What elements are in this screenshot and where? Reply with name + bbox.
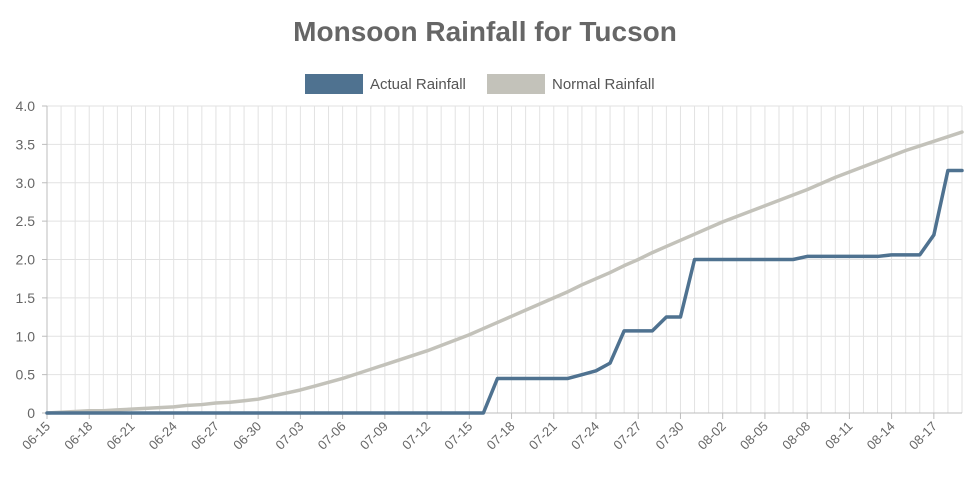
x-tick-label: 06-24 bbox=[146, 419, 180, 453]
y-tick-label: 1.5 bbox=[16, 290, 36, 306]
y-tick-label: 0.5 bbox=[16, 367, 36, 383]
y-tick-label: 4.0 bbox=[16, 98, 36, 114]
x-tick-label: 08-02 bbox=[695, 419, 729, 453]
y-tick-label: 3.5 bbox=[16, 136, 36, 152]
y-tick-label: 3.0 bbox=[16, 175, 36, 191]
chart-title: Monsoon Rainfall for Tucson bbox=[293, 16, 677, 47]
x-tick-label: 07-12 bbox=[399, 419, 433, 453]
x-tick-label: 08-14 bbox=[864, 419, 898, 453]
x-tick-label: 07-24 bbox=[568, 419, 602, 453]
grid bbox=[46, 105, 963, 414]
y-tick-label: 1.0 bbox=[16, 328, 36, 344]
y-tick-label: 2.0 bbox=[16, 252, 36, 268]
x-tick-label: 06-30 bbox=[230, 419, 264, 453]
x-tick-label: 07-27 bbox=[610, 419, 644, 453]
x-tick-label: 07-21 bbox=[526, 419, 560, 453]
x-tick-label: 07-09 bbox=[357, 419, 391, 453]
legend-normal-label: Normal Rainfall bbox=[552, 76, 655, 93]
y-tick-label: 2.5 bbox=[16, 213, 36, 229]
x-tick-label: 08-17 bbox=[906, 419, 940, 453]
x-tick-label: 08-08 bbox=[779, 419, 813, 453]
x-tick-label: 07-30 bbox=[652, 419, 686, 453]
x-tick-label: 06-15 bbox=[19, 419, 53, 453]
legend-normal-item[interactable]: Normal Rainfall bbox=[487, 74, 655, 94]
x-tick-label: 08-11 bbox=[822, 419, 855, 452]
legend-actual-swatch bbox=[305, 74, 363, 94]
x-tick-label: 06-27 bbox=[188, 419, 222, 453]
y-tick-label: 0 bbox=[27, 405, 35, 421]
legend: Actual Rainfall Normal Rainfall bbox=[305, 74, 655, 94]
legend-actual-label: Actual Rainfall bbox=[370, 76, 466, 93]
x-tick-label: 07-03 bbox=[272, 419, 306, 453]
x-tick-label: 07-06 bbox=[315, 419, 349, 453]
legend-normal-swatch bbox=[487, 74, 545, 94]
x-tick-label: 06-18 bbox=[61, 419, 95, 453]
x-tick-label: 06-21 bbox=[103, 419, 137, 453]
x-tick-label: 07-15 bbox=[441, 419, 475, 453]
normal-rainfall-line bbox=[45, 130, 964, 415]
legend-actual-item[interactable]: Actual Rainfall bbox=[305, 74, 466, 94]
actual-rainfall-line bbox=[45, 168, 964, 415]
x-tick-label: 07-18 bbox=[484, 419, 518, 453]
x-tick-label: 08-05 bbox=[737, 419, 771, 453]
series-lines bbox=[45, 130, 964, 415]
